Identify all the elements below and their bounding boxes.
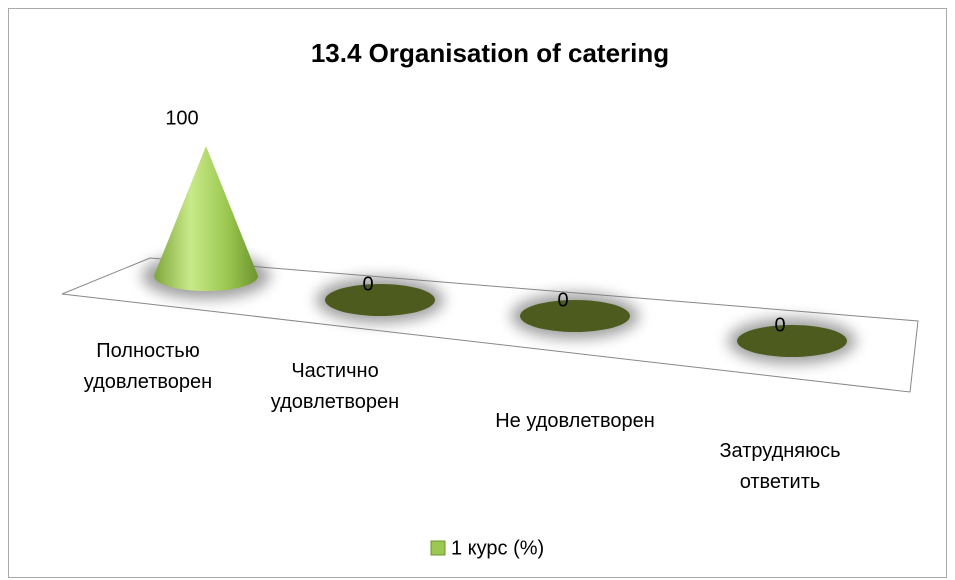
chart-title: 13.4 Organisation of catering [311,38,669,68]
x-tick-label: Частично удовлетворен [270,360,400,413]
cone [520,300,630,332]
data-label: 0 [362,273,373,295]
data-label: 0 [557,289,568,311]
data-label: 100 [165,107,198,129]
cone [325,284,435,316]
legend-label: 1 курс (%) [451,537,544,559]
floor [61,257,919,393]
data-label: 0 [774,314,785,336]
cone [154,146,258,291]
legend-swatch [430,540,446,556]
cone [737,325,847,357]
x-tick-label: Полностью удовлетворен [83,340,213,393]
x-tick-label: Затрудняюсь ответить [719,440,841,493]
x-tick-label: Не удовлетворен [495,410,655,432]
